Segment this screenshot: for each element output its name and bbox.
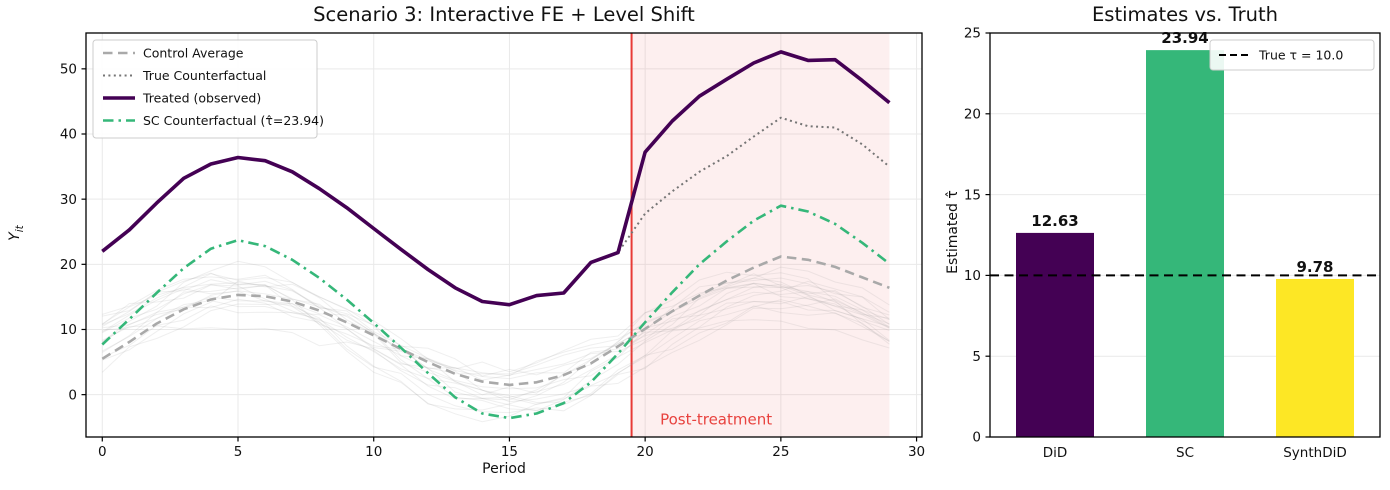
post-treatment-annotation: Post-treatment [660, 410, 772, 428]
y-tick-label: 10 [964, 268, 981, 284]
legend-label: Control Average [143, 46, 244, 61]
y-tick-label: 30 [60, 192, 77, 208]
bar-category-label: SynthDiD [1283, 445, 1347, 461]
x-tick-label: 15 [501, 444, 518, 460]
control-unit-line [102, 319, 890, 375]
ylabel-sub: it [13, 225, 26, 233]
legend-label: SC Counterfactual (τ̂=23.94) [143, 113, 324, 128]
y-tick-label: 0 [68, 387, 77, 403]
control-unit-line [102, 296, 890, 381]
y-tick-label: 25 [964, 26, 981, 42]
legend-box [1209, 39, 1375, 71]
control-unit-line [102, 272, 890, 423]
x-tick-label: 0 [98, 444, 107, 460]
x-tick-label: 10 [365, 444, 382, 460]
control-unit-line [102, 280, 890, 404]
y-tick-label: 20 [60, 257, 77, 273]
bar-synthdid [1276, 278, 1354, 437]
left-xaxis-label: Period [482, 461, 526, 477]
control-unit-line [102, 283, 890, 377]
control-unit-line [102, 305, 890, 403]
y-tick-label: 20 [964, 107, 981, 123]
legend-label: Treated (observed) [142, 91, 261, 106]
series-sc-counterfactual-23-94 [101, 204, 891, 420]
y-tick-label: 5 [972, 349, 981, 365]
control-unit-line [102, 300, 890, 380]
bar-value-label: 23.94 [1161, 29, 1208, 47]
post-treatment-region [631, 33, 890, 437]
control-unit-line [102, 290, 890, 390]
axes-spines [85, 32, 923, 438]
bar-did [1016, 232, 1094, 437]
axes-spines [989, 32, 1381, 438]
bar-category-label: DiD [1043, 445, 1068, 461]
x-tick-label: 30 [908, 444, 925, 460]
bar-value-label: 9.78 [1296, 258, 1333, 276]
y-tick-label: 40 [60, 127, 77, 143]
control-unit-line [102, 271, 890, 401]
bar-value-label: 12.63 [1031, 212, 1078, 230]
legend-box [92, 39, 318, 139]
bar-category-label: SC [1176, 445, 1194, 461]
control-unit-line [102, 273, 890, 396]
x-tick-label: 20 [637, 444, 654, 460]
control-unit-line [101, 283, 890, 377]
y-tick-label: 50 [60, 62, 77, 78]
right-yaxis-label: Estimated τ̂ [945, 190, 961, 274]
control-unit-line [102, 298, 890, 414]
y-tick-label: 15 [964, 187, 981, 203]
estimates-bar-chart: 12.63 DiD 23.94 SC 9.78 SynthDiD 0 5 10 15 20 25 Tru… [964, 26, 1381, 461]
control-unit-line [101, 260, 890, 412]
ylabel-main: Y [7, 232, 23, 241]
y-tick-label: 10 [60, 322, 77, 338]
y-tick-label: 0 [972, 430, 981, 446]
left-yaxis-label: Yit [7, 203, 26, 263]
control-unit-line [101, 298, 890, 405]
bar-sc [1146, 50, 1224, 437]
control-unit-line [102, 282, 890, 411]
control-unit-line [102, 273, 890, 411]
control-unit-line [102, 286, 890, 399]
right-chart-title: Estimates vs. Truth [1091, 3, 1278, 26]
control-unit-line [102, 279, 890, 373]
x-tick-label: 25 [772, 444, 789, 460]
series-treated-observed [101, 50, 891, 307]
scenario-line-chart: 0 5 10 15 20 25 30 0 10 20 30 40 50 Post-treatment Con… [60, 32, 925, 460]
x-tick-label: 5 [234, 444, 243, 460]
legend-label: True τ = 10.0 [1258, 48, 1343, 63]
series-control-average [101, 255, 890, 387]
legend-label: True Counterfactual [142, 68, 266, 83]
left-chart-title: Scenario 3: Interactive FE + Level Shift [313, 3, 695, 26]
